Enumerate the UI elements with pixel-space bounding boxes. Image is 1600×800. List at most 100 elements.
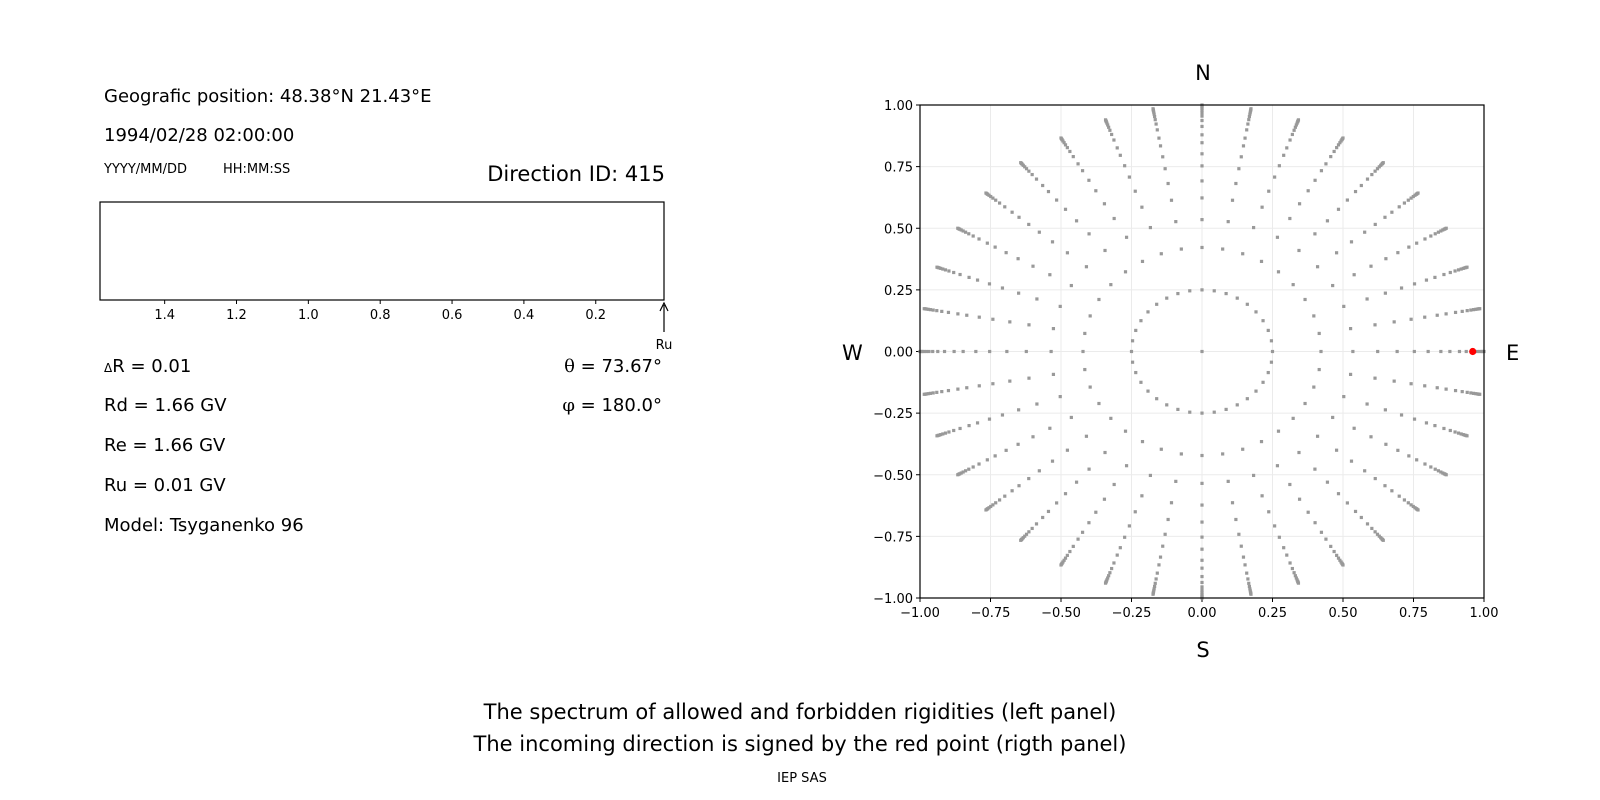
- direction-point: [1335, 146, 1339, 150]
- direction-point: [1123, 270, 1128, 274]
- direction-point: [1088, 385, 1092, 389]
- direction-point: [1399, 286, 1404, 290]
- direction-point: [1435, 313, 1439, 317]
- direction-point: [1465, 390, 1469, 394]
- direction-point: [1282, 546, 1286, 550]
- re-value: Re = 1.66 GV: [104, 435, 226, 456]
- direction-point: [1406, 501, 1410, 505]
- direction-point: [1297, 450, 1301, 455]
- direction-point: [1046, 189, 1051, 194]
- direction-point: [1212, 289, 1216, 293]
- direction-point: [1200, 196, 1204, 200]
- spectrum-frame: [99, 201, 665, 301]
- direction-point: [991, 503, 995, 507]
- direction-point: [952, 270, 956, 275]
- direction-point: [1319, 349, 1323, 354]
- direction-point: [963, 469, 968, 473]
- direction-point: [1331, 283, 1335, 288]
- direction-point: [1027, 476, 1031, 481]
- direction-point: [1152, 112, 1156, 116]
- direction-point: [956, 226, 960, 230]
- direction-point: [1453, 430, 1457, 434]
- direction-point: [1359, 515, 1363, 520]
- direction-point: [1200, 218, 1204, 222]
- direction-point: [1459, 267, 1463, 271]
- direction-point: [1303, 401, 1307, 406]
- direction-point: [1004, 448, 1008, 452]
- y-tick-label: −0.50: [873, 469, 913, 484]
- direction-point: [1331, 415, 1335, 420]
- direction-point: [993, 245, 997, 249]
- direction-point: [1383, 408, 1387, 412]
- delta-symbol: Δ: [104, 361, 113, 375]
- direction-point: [1062, 558, 1066, 562]
- direction-point: [1478, 349, 1482, 354]
- direction-point: [1169, 501, 1174, 505]
- direction-point: [1130, 360, 1135, 364]
- direction-point: [1459, 432, 1463, 436]
- theta-value: θ = 73.67°: [564, 358, 662, 376]
- direction-point: [997, 201, 1002, 205]
- direction-point: [1200, 349, 1204, 354]
- direction-point: [1103, 248, 1107, 253]
- direction-point: [1375, 532, 1380, 536]
- direction-id: Direction ID: 415: [487, 162, 665, 186]
- y-tick-label: 1.00: [884, 99, 913, 114]
- direction-point: [1035, 297, 1039, 301]
- direction-point: [1063, 143, 1068, 147]
- direction-point: [1235, 296, 1239, 300]
- direction-point: [1429, 465, 1433, 469]
- direction-point: [1288, 482, 1292, 487]
- direction-point: [1423, 315, 1427, 319]
- direction-point: [1212, 410, 1216, 414]
- direction-point: [1465, 434, 1469, 438]
- direction-point: [1151, 592, 1155, 596]
- credit: IEP SAS: [777, 771, 827, 786]
- direction-point: [987, 282, 992, 286]
- direction-point: [1247, 584, 1252, 589]
- direction-point: [1245, 128, 1249, 132]
- direction-point: [1383, 291, 1387, 295]
- direction-point: [1273, 175, 1277, 179]
- direction-point: [1384, 442, 1388, 446]
- incoming-direction-point: [1469, 347, 1477, 356]
- direction-point: [1087, 232, 1091, 236]
- direction-point: [1292, 571, 1296, 575]
- direction-point: [961, 470, 965, 474]
- direction-point: [1234, 517, 1238, 522]
- direction-point: [965, 313, 969, 317]
- direction-point: [1154, 122, 1158, 126]
- direction-point: [961, 229, 965, 233]
- y-tick-label: 0.75: [884, 161, 913, 176]
- direction-point: [1248, 587, 1252, 591]
- direction-point: [1055, 198, 1059, 202]
- direction-point: [956, 387, 960, 391]
- direction-point: [1158, 555, 1163, 559]
- direction-point: [1252, 473, 1256, 478]
- direction-point: [946, 310, 951, 315]
- direction-point: [1123, 429, 1128, 433]
- direction-point: [1254, 389, 1258, 393]
- direction-point: [1024, 167, 1029, 171]
- direction-point: [1024, 349, 1028, 354]
- direction-point: [1363, 230, 1367, 234]
- direction-point: [1106, 576, 1110, 580]
- direction-point: [1246, 122, 1250, 126]
- direction-point: [1296, 581, 1301, 585]
- direction-point: [984, 191, 988, 195]
- direction-point: [1024, 532, 1029, 536]
- direction-point: [1200, 547, 1204, 551]
- direction-point: [1148, 225, 1152, 230]
- direction-point: [1423, 237, 1427, 241]
- direction-point: [1270, 349, 1275, 354]
- direction-point: [1037, 469, 1041, 473]
- direction-point: [942, 349, 947, 354]
- direction-point: [1084, 434, 1089, 438]
- direction-point: [1200, 152, 1204, 156]
- direction-point: [931, 391, 935, 395]
- phi-text: = 180.0°: [574, 395, 662, 416]
- direction-point: [1297, 202, 1302, 206]
- direction-point: [997, 498, 1002, 502]
- direction-point: [1103, 581, 1108, 585]
- compass-south: S: [1196, 638, 1210, 662]
